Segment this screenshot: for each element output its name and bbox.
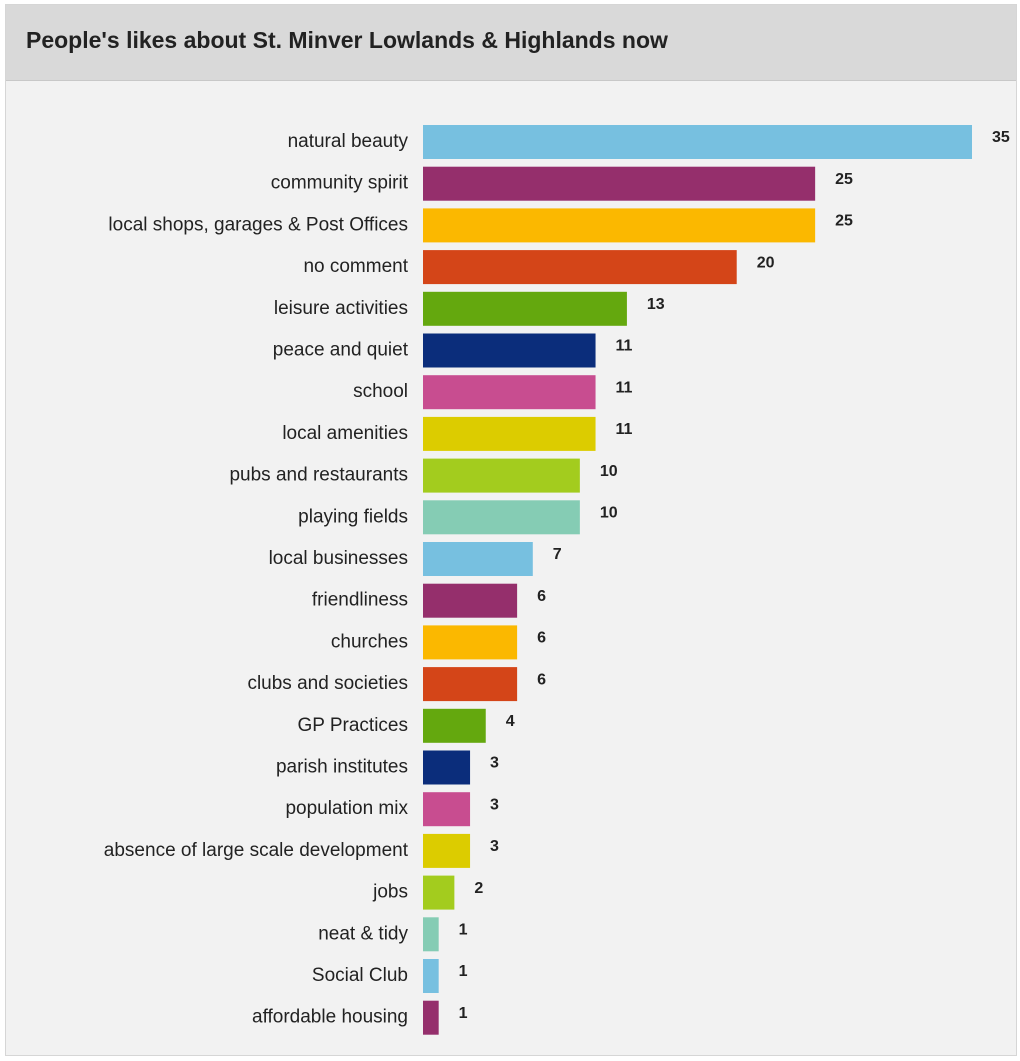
- bar: [423, 458, 580, 493]
- value-label: 4: [506, 713, 515, 730]
- bar: [423, 166, 816, 201]
- category-label: community spirit: [271, 173, 409, 194]
- category-label: absence of large scale development: [104, 840, 409, 861]
- category-label: Social Club: [312, 965, 408, 986]
- category-label: natural beauty: [288, 131, 409, 152]
- value-label: 25: [835, 171, 853, 188]
- value-label: 11: [616, 338, 633, 355]
- bar: [423, 708, 486, 743]
- category-label: local shops, garages & Post Offices: [108, 214, 408, 235]
- bar: [423, 416, 596, 451]
- category-label: population mix: [285, 798, 408, 819]
- bar: [423, 625, 518, 660]
- category-label: no comment: [303, 256, 408, 277]
- category-label: clubs and societies: [247, 673, 408, 694]
- value-label: 35: [992, 129, 1010, 146]
- category-label: jobs: [372, 882, 408, 903]
- bar: [423, 959, 439, 993]
- category-label: local businesses: [269, 548, 408, 569]
- bar: [423, 750, 471, 785]
- bar: [423, 542, 533, 576]
- bar: [423, 917, 439, 952]
- value-label: 3: [490, 755, 499, 772]
- value-label: 6: [537, 588, 546, 605]
- value-label: 25: [835, 213, 853, 230]
- bar: [423, 291, 627, 326]
- category-label: playing fields: [298, 506, 408, 527]
- category-label: parish institutes: [276, 757, 408, 778]
- chart-card: People's likes about St. Minver Lowlands…: [5, 4, 1017, 1056]
- category-label: churches: [331, 631, 408, 652]
- value-label: 20: [757, 254, 775, 271]
- bar: [423, 500, 580, 535]
- value-label: 11: [616, 379, 633, 396]
- category-label: pubs and restaurants: [229, 465, 408, 486]
- category-label: local amenities: [282, 423, 408, 444]
- value-label: 3: [490, 838, 499, 855]
- value-label: 10: [600, 463, 618, 480]
- category-label: GP Practices: [297, 715, 408, 736]
- bar: [423, 875, 455, 910]
- value-label: 10: [600, 505, 618, 522]
- value-label: 1: [459, 922, 468, 939]
- value-label: 7: [553, 546, 562, 563]
- category-label: peace and quiet: [273, 340, 409, 361]
- category-label: affordable housing: [252, 1007, 408, 1028]
- value-label: 11: [616, 421, 633, 438]
- bar: [423, 250, 737, 285]
- category-label: neat & tidy: [318, 923, 408, 944]
- value-label: 1: [459, 963, 468, 980]
- category-label: leisure activities: [274, 298, 408, 319]
- value-label: 6: [537, 630, 546, 647]
- value-label: 13: [647, 296, 665, 313]
- bar-chart: natural beauty 35 community spirit 25 local …: [104, 125, 1010, 1035]
- bar: [423, 833, 471, 868]
- value-label: 3: [490, 796, 499, 813]
- bar: [423, 208, 816, 243]
- bar: [423, 667, 518, 702]
- chart-title: People's likes about St. Minver Lowlands…: [26, 27, 668, 53]
- value-label: 1: [459, 1005, 468, 1022]
- value-label: 2: [474, 880, 483, 897]
- bar: [423, 375, 596, 410]
- bar: [423, 583, 518, 618]
- category-label: friendliness: [312, 590, 408, 611]
- chart-header: People's likes about St. Minver Lowlands…: [6, 5, 1016, 81]
- bar: [423, 792, 471, 827]
- value-label: 6: [537, 671, 546, 688]
- bar: [423, 125, 972, 159]
- bar: [423, 1000, 439, 1035]
- bar: [423, 333, 596, 368]
- category-label: school: [353, 381, 408, 402]
